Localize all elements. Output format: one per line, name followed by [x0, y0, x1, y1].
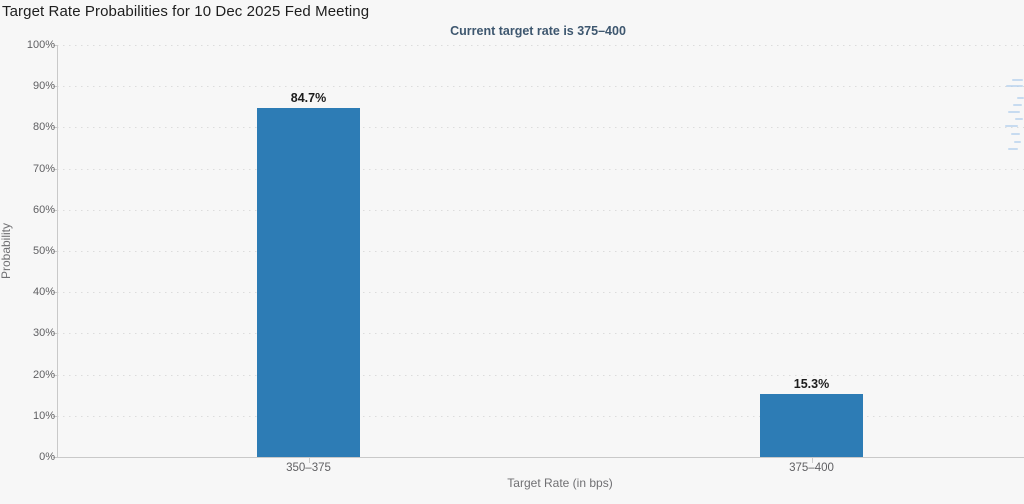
- y-axis-tick-label: 20%: [32, 368, 55, 381]
- chart-title: Target Rate Probabilities for 10 Dec 202…: [2, 3, 370, 20]
- x-axis-title: Target Rate (in bps): [507, 476, 613, 490]
- gridline: [57, 251, 1024, 252]
- y-axis-tick-label: 100%: [26, 39, 55, 51]
- x-axis-tick: [811, 458, 813, 463]
- y-axis-tick: [53, 209, 57, 211]
- chart-subtitle: Current target rate is 375–400: [450, 24, 626, 38]
- y-axis-tick: [53, 86, 57, 88]
- y-axis-tick-label: 70%: [32, 162, 55, 175]
- gridline: [57, 45, 1024, 46]
- bar-value-label: 15.3%: [793, 376, 830, 391]
- y-axis-tick: [53, 127, 57, 129]
- gridline: [57, 127, 1024, 129]
- y-axis-tick: [53, 333, 57, 335]
- gridline: [57, 333, 1024, 335]
- y-axis-tick: [53, 292, 57, 294]
- y-axis-tick-label: 90%: [32, 80, 55, 93]
- y-axis-tick: [53, 251, 57, 252]
- x-axis-tick-label: 375–400: [789, 462, 834, 474]
- y-axis-tick: [53, 415, 57, 417]
- y-axis-tick: [53, 457, 57, 458]
- y-axis-tick-label: 30%: [32, 327, 55, 340]
- plot-area: [57, 45, 1024, 458]
- bar-value-label: 84.7%: [290, 91, 327, 106]
- y-axis-tick: [53, 45, 57, 46]
- gridline: [57, 374, 1024, 376]
- y-axis-tick-label: 60%: [32, 203, 55, 216]
- y-axis-tick-label: 0%: [39, 451, 55, 463]
- y-axis-tick-label: 80%: [32, 121, 55, 134]
- bar-375-400[interactable]: [760, 393, 863, 457]
- x-axis-line: [57, 457, 1024, 458]
- y-axis-tick-label: 50%: [32, 245, 55, 257]
- y-axis-tick: [53, 168, 57, 170]
- gridline: [57, 86, 1024, 88]
- y-axis-tick: [53, 374, 57, 376]
- x-axis-tick-label: 350–375: [286, 462, 331, 474]
- y-axis-tick-label: 40%: [32, 286, 55, 299]
- x-axis-tick: [308, 458, 310, 463]
- y-axis-line: [57, 45, 58, 457]
- gridline: [57, 415, 1024, 417]
- gridline: [57, 292, 1024, 294]
- gridline: [57, 209, 1024, 211]
- gridline: [57, 168, 1024, 170]
- bar-350-375[interactable]: [257, 108, 360, 457]
- y-axis-tick-label: 10%: [32, 409, 55, 422]
- y-axis-title: Probability: [0, 222, 13, 280]
